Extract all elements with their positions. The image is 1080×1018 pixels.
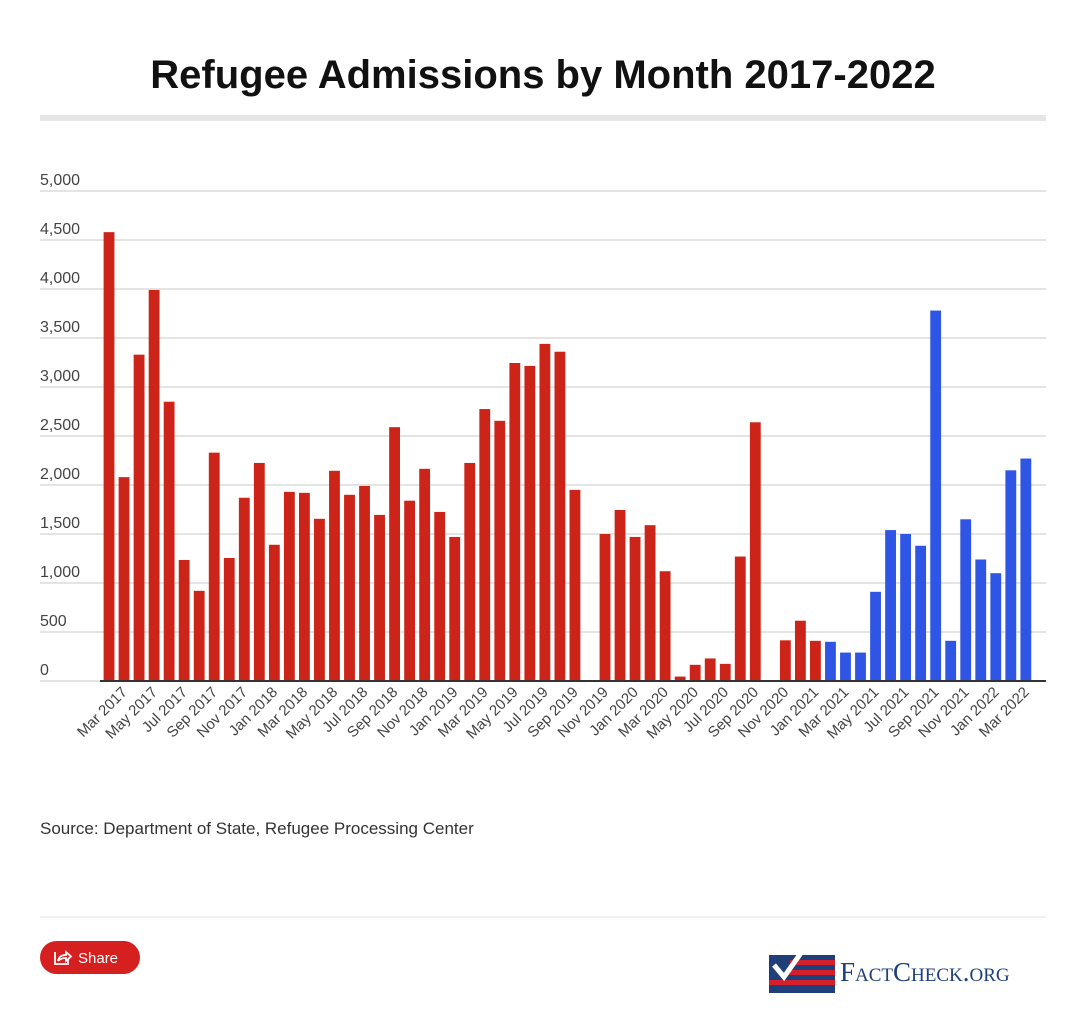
bar	[915, 545, 927, 681]
bar	[283, 491, 295, 681]
y-tick-label: 3,000	[40, 368, 80, 385]
bar	[208, 452, 220, 681]
share-label[interactable]: Share	[78, 950, 118, 967]
y-tick-label: 1,000	[40, 564, 80, 581]
logo: FactCheck.org	[769, 941, 1010, 993]
bar	[975, 559, 987, 681]
bar	[314, 518, 325, 681]
bar	[1005, 470, 1017, 681]
bar	[749, 422, 761, 681]
bar	[960, 519, 972, 681]
y-tick-label: 500	[40, 613, 67, 630]
bar	[103, 232, 115, 681]
bar	[223, 558, 235, 681]
share-button[interactable]: Share	[40, 941, 140, 974]
y-tick-label: 1,500	[40, 515, 80, 532]
bar	[374, 514, 385, 681]
bar	[329, 470, 340, 681]
bar	[419, 468, 431, 681]
bar	[689, 664, 701, 681]
y-tick-label: 4,500	[40, 221, 80, 238]
bar	[779, 640, 791, 681]
bar	[1020, 458, 1032, 681]
bar	[945, 640, 957, 681]
bar	[930, 310, 942, 681]
logo-check	[772, 941, 811, 982]
bar	[569, 489, 581, 681]
bar	[163, 401, 175, 681]
bar	[810, 640, 821, 681]
title-rule	[40, 115, 1046, 121]
bar	[389, 427, 400, 681]
bar	[794, 620, 806, 681]
bar	[674, 676, 686, 681]
bar	[629, 536, 641, 681]
bar	[644, 525, 656, 681]
y-tick-label: 3,500	[40, 319, 80, 336]
bar	[178, 559, 190, 681]
bar	[870, 591, 881, 681]
bar	[494, 420, 506, 681]
share-icon	[54, 949, 73, 965]
bar	[524, 365, 536, 681]
bar	[900, 534, 912, 681]
bar	[449, 536, 461, 681]
bar	[614, 509, 626, 681]
bar	[719, 663, 731, 681]
bar	[855, 652, 866, 681]
y-tick-label: 2,500	[40, 417, 80, 434]
logo-stripes	[769, 960, 835, 985]
logo-text: FactCheck.org	[840, 957, 1010, 987]
bar	[359, 485, 370, 681]
bar	[990, 573, 1002, 681]
source-note: Source: Department of State, Refugee Pro…	[40, 819, 474, 838]
bar	[404, 500, 416, 681]
bar	[509, 362, 521, 681]
bar	[298, 492, 310, 681]
share-pill[interactable]	[40, 941, 140, 974]
bar	[344, 494, 355, 681]
bar	[659, 571, 671, 681]
bar	[704, 658, 716, 681]
bar	[148, 289, 160, 681]
bar	[554, 351, 566, 681]
bar	[479, 409, 491, 681]
bar	[539, 343, 551, 681]
bar	[434, 511, 446, 681]
bar	[840, 652, 851, 681]
chart-title: Refugee Admissions by Month 2017-2022	[150, 53, 935, 97]
bar	[734, 556, 746, 681]
bar	[825, 641, 836, 681]
y-tick-label: 0	[40, 662, 49, 679]
bar	[238, 497, 250, 681]
y-tick-label: 4,000	[40, 270, 80, 287]
bar	[118, 477, 130, 681]
bar	[464, 462, 476, 681]
bar	[193, 590, 205, 681]
y-tick-label: 5,000	[40, 172, 80, 189]
bar	[599, 534, 611, 681]
bar	[253, 462, 265, 681]
bar	[268, 544, 280, 681]
y-tick-label: 2,000	[40, 466, 80, 483]
bar	[133, 354, 145, 681]
bar	[885, 530, 896, 681]
